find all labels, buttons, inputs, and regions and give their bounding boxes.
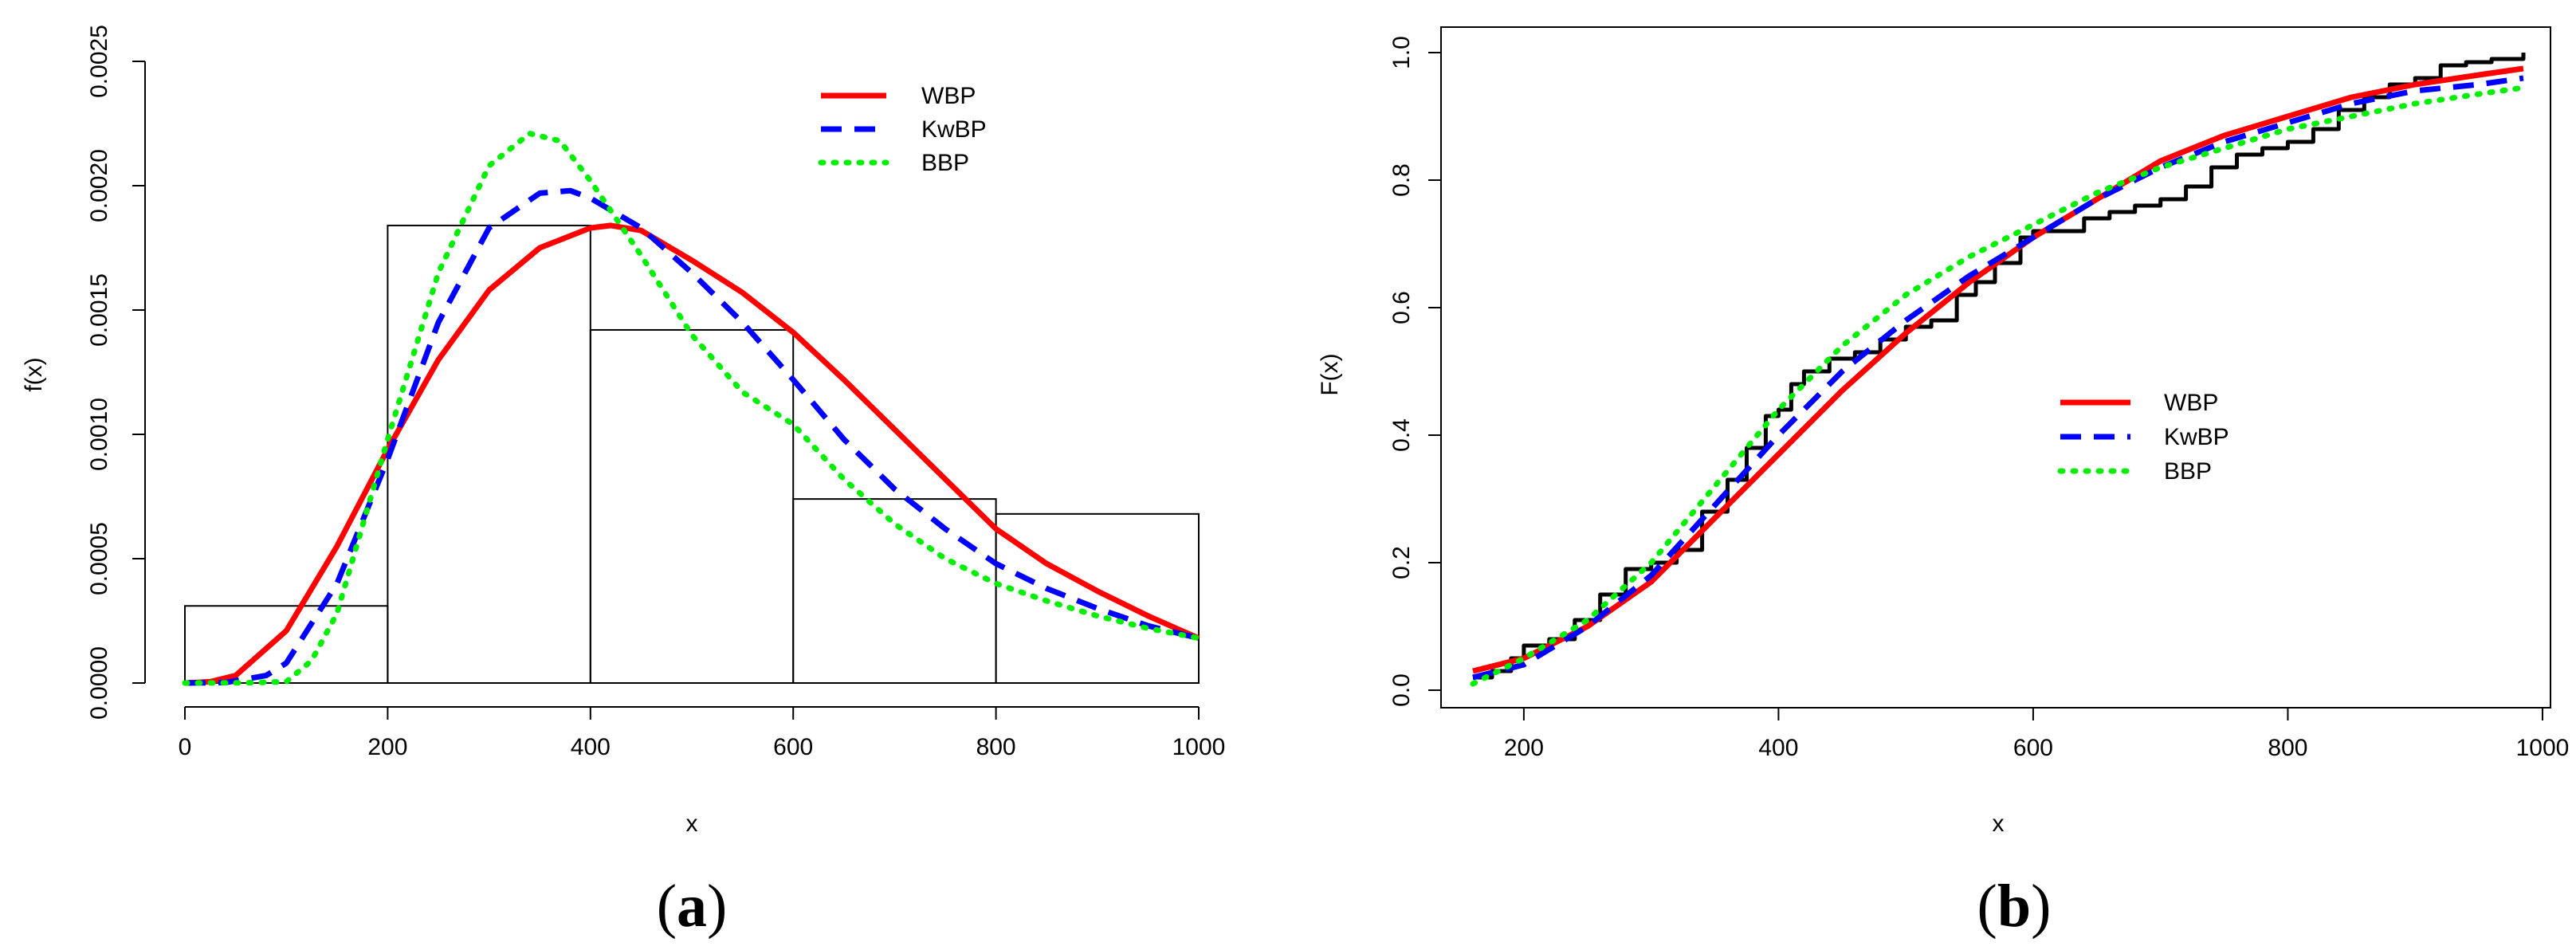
- y-tick-label: 0.2: [1388, 546, 1415, 579]
- x-tick-label: 0: [179, 734, 192, 760]
- x-tick-label: 200: [367, 734, 407, 760]
- histogram-bar: [184, 605, 389, 685]
- legend: WBP KwBP BBP: [818, 83, 987, 176]
- legend-label-kwbp: KwBP: [2164, 424, 2229, 450]
- y-tick-label: 0.0: [1388, 673, 1415, 707]
- y-tick-label: 1.0: [1388, 36, 1415, 69]
- caption-b-close: ): [2031, 873, 2051, 940]
- y-axis-label: f(x): [21, 357, 47, 391]
- x-tick-label: 400: [1758, 735, 1798, 761]
- axes: 0 200 400 600 800 1000 0.00000.00050.00100.00…: [86, 25, 1225, 760]
- legend-label-wbp: WBP: [2164, 390, 2218, 416]
- x-tick-label: 1000: [2516, 735, 2570, 761]
- panel-b-cdf: 200 400 600 800 1000 0.0 0.2 0.4 0.6 0.8 1.0 x F(…: [1317, 26, 2569, 940]
- y-ticks: 0.0 0.2 0.4 0.6 0.8 1.0: [1388, 36, 1441, 707]
- x-axis-label: x: [1993, 811, 2005, 837]
- legend-label-kwbp: KwBP: [921, 116, 987, 143]
- series-line-bbp: [1470, 84, 2527, 687]
- caption-b-letter: b: [1997, 873, 2031, 940]
- y-tick-label: 0.0015: [86, 273, 112, 347]
- caption-a: (a): [657, 873, 728, 940]
- series-line-empirical: [1473, 53, 2526, 680]
- histogram-bar: [589, 328, 795, 684]
- x-tick-label: 1000: [1172, 734, 1226, 760]
- caption-b-open: (: [1977, 873, 1997, 940]
- y-tick-label: 0.8: [1388, 163, 1415, 197]
- legend-label-bbp: BBP: [2164, 458, 2212, 485]
- y-tick-label: 0.0010: [86, 398, 112, 471]
- x-tick-label: 600: [773, 734, 813, 760]
- series-line-kwbp: [184, 187, 1200, 686]
- legend-label-wbp: WBP: [921, 83, 976, 109]
- x-tick-label: 600: [2013, 735, 2053, 761]
- y-ticks: 0.0000 0.0005 0.0010 0.0015 0.0020 0.0025: [86, 25, 145, 720]
- x-axis-label: x: [686, 811, 698, 837]
- panel-a-histogram-density: 0 200 400 600 800 1000 0.00000.00050.00100.00…: [21, 25, 1225, 940]
- series-line-kwbp: [1472, 75, 2524, 681]
- x-tick-label: 200: [1504, 735, 1544, 761]
- series-line-wbp: [184, 222, 1200, 686]
- axes: 200 400 600 800 1000 0.0 0.2 0.4 0.6 0.8 1.0: [1388, 36, 2569, 761]
- caption-a-open: (: [657, 873, 677, 940]
- y-axis-label: F(x): [1317, 353, 1343, 395]
- x-ticks: 200 400 600 800 1000: [1504, 708, 2569, 761]
- cdf-curves: [1470, 53, 2527, 687]
- x-tick-label: 400: [571, 734, 611, 760]
- caption-a-letter: a: [677, 873, 707, 940]
- y-tick-label: 0.0025: [86, 25, 112, 98]
- series-line-bbp: [182, 131, 1202, 686]
- x-tick-label: 800: [976, 734, 1016, 760]
- y-tick-label: 0.4: [1388, 418, 1415, 452]
- y-tick-label: 0.0005: [86, 522, 112, 595]
- legend-label-bbp: BBP: [921, 150, 969, 176]
- y-tick-label: 0.6: [1388, 291, 1415, 324]
- caption-a-close: ): [707, 873, 727, 940]
- y-tick-label: 0.0020: [86, 149, 112, 222]
- legend: WBP KwBP BBP: [2057, 390, 2229, 485]
- y-tick-label: 0.0000: [86, 646, 112, 720]
- caption-b: (b): [1977, 873, 2052, 940]
- histogram-bar: [995, 512, 1200, 685]
- histogram-bars: [184, 224, 1200, 685]
- x-tick-label: 800: [2268, 735, 2307, 761]
- density-curves: [182, 131, 1202, 686]
- x-ticks: 0 200 400 600 800 1000: [179, 707, 1226, 760]
- histogram-bar: [792, 498, 997, 684]
